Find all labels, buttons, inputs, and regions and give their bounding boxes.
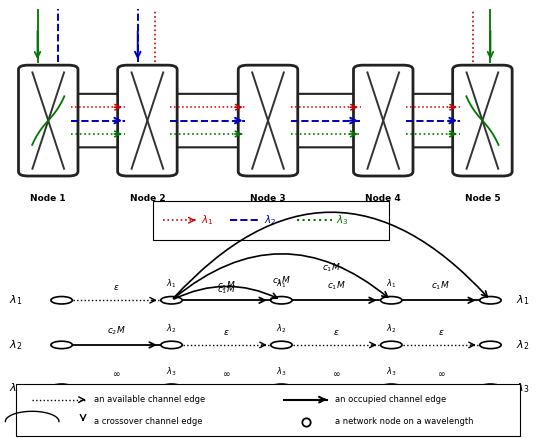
Text: $c_1M$: $c_1M$ [327,279,346,292]
FancyBboxPatch shape [452,65,512,176]
Text: $c_1M$: $c_1M$ [272,274,291,286]
Text: $\infty$: $\infty$ [222,371,231,379]
Text: $\lambda_1$: $\lambda_1$ [166,278,177,290]
Text: $\lambda_3$: $\lambda_3$ [10,381,23,395]
Text: $\lambda_3$: $\lambda_3$ [276,365,287,378]
Text: $\infty$: $\infty$ [436,371,445,379]
FancyBboxPatch shape [18,65,78,176]
FancyBboxPatch shape [118,65,177,176]
Text: 3: 3 [278,405,285,414]
Text: $\lambda_2$: $\lambda_2$ [276,322,287,335]
Text: $\lambda_2$: $\lambda_2$ [386,322,397,335]
Text: $c_1M$: $c_1M$ [217,284,236,296]
FancyBboxPatch shape [161,94,255,147]
Text: $\lambda_3$: $\lambda_3$ [336,213,349,227]
FancyBboxPatch shape [397,94,469,147]
FancyBboxPatch shape [281,94,370,147]
Text: 5: 5 [487,405,494,414]
Text: 4: 4 [388,405,394,414]
Text: $\lambda_1$: $\lambda_1$ [386,278,397,290]
Text: $\varepsilon$: $\varepsilon$ [333,328,340,336]
Text: $\lambda_2$: $\lambda_2$ [264,213,276,227]
Text: $c_1M$: $c_1M$ [322,262,340,274]
Text: Node 3: Node 3 [250,194,286,202]
Text: Node 4: Node 4 [366,194,401,202]
FancyBboxPatch shape [153,201,389,240]
FancyBboxPatch shape [353,65,413,176]
Text: 1: 1 [58,405,65,414]
Text: $\lambda_3$: $\lambda_3$ [386,365,397,378]
Text: Node 1: Node 1 [31,194,66,202]
FancyBboxPatch shape [238,65,298,176]
Text: $\varepsilon$: $\varepsilon$ [113,283,120,292]
Text: 2: 2 [168,405,175,414]
Text: $\infty$: $\infty$ [112,371,121,379]
Text: Node 5: Node 5 [465,194,500,202]
Text: $c_1M$: $c_1M$ [431,279,450,292]
FancyBboxPatch shape [62,94,134,147]
Text: $\lambda_1$: $\lambda_1$ [201,213,213,227]
Text: $\lambda_1$: $\lambda_1$ [516,293,529,307]
FancyBboxPatch shape [16,384,520,436]
Text: $\varepsilon$: $\varepsilon$ [223,328,230,336]
Text: $\lambda_2$: $\lambda_2$ [10,338,23,352]
Text: $c_1M$: $c_1M$ [217,279,236,292]
Text: $\lambda_2$: $\lambda_2$ [516,338,529,352]
Text: an available channel edge: an available channel edge [94,395,205,404]
Text: a network node on a wavelength: a network node on a wavelength [335,417,473,426]
Text: $\infty$: $\infty$ [332,371,341,379]
Text: a crossover channel edge: a crossover channel edge [94,417,202,426]
Text: $\lambda_3$: $\lambda_3$ [166,365,177,378]
Text: $\varepsilon$: $\varepsilon$ [437,328,444,336]
Text: $c_2M$: $c_2M$ [107,324,126,336]
Text: $\lambda_1$: $\lambda_1$ [10,293,23,307]
Text: $\lambda_3$: $\lambda_3$ [516,381,529,395]
Text: Node 2: Node 2 [130,194,165,202]
Text: $\lambda_2$: $\lambda_2$ [166,322,177,335]
Text: $\lambda_1$: $\lambda_1$ [276,278,287,290]
Text: an occupied channel edge: an occupied channel edge [335,395,446,404]
